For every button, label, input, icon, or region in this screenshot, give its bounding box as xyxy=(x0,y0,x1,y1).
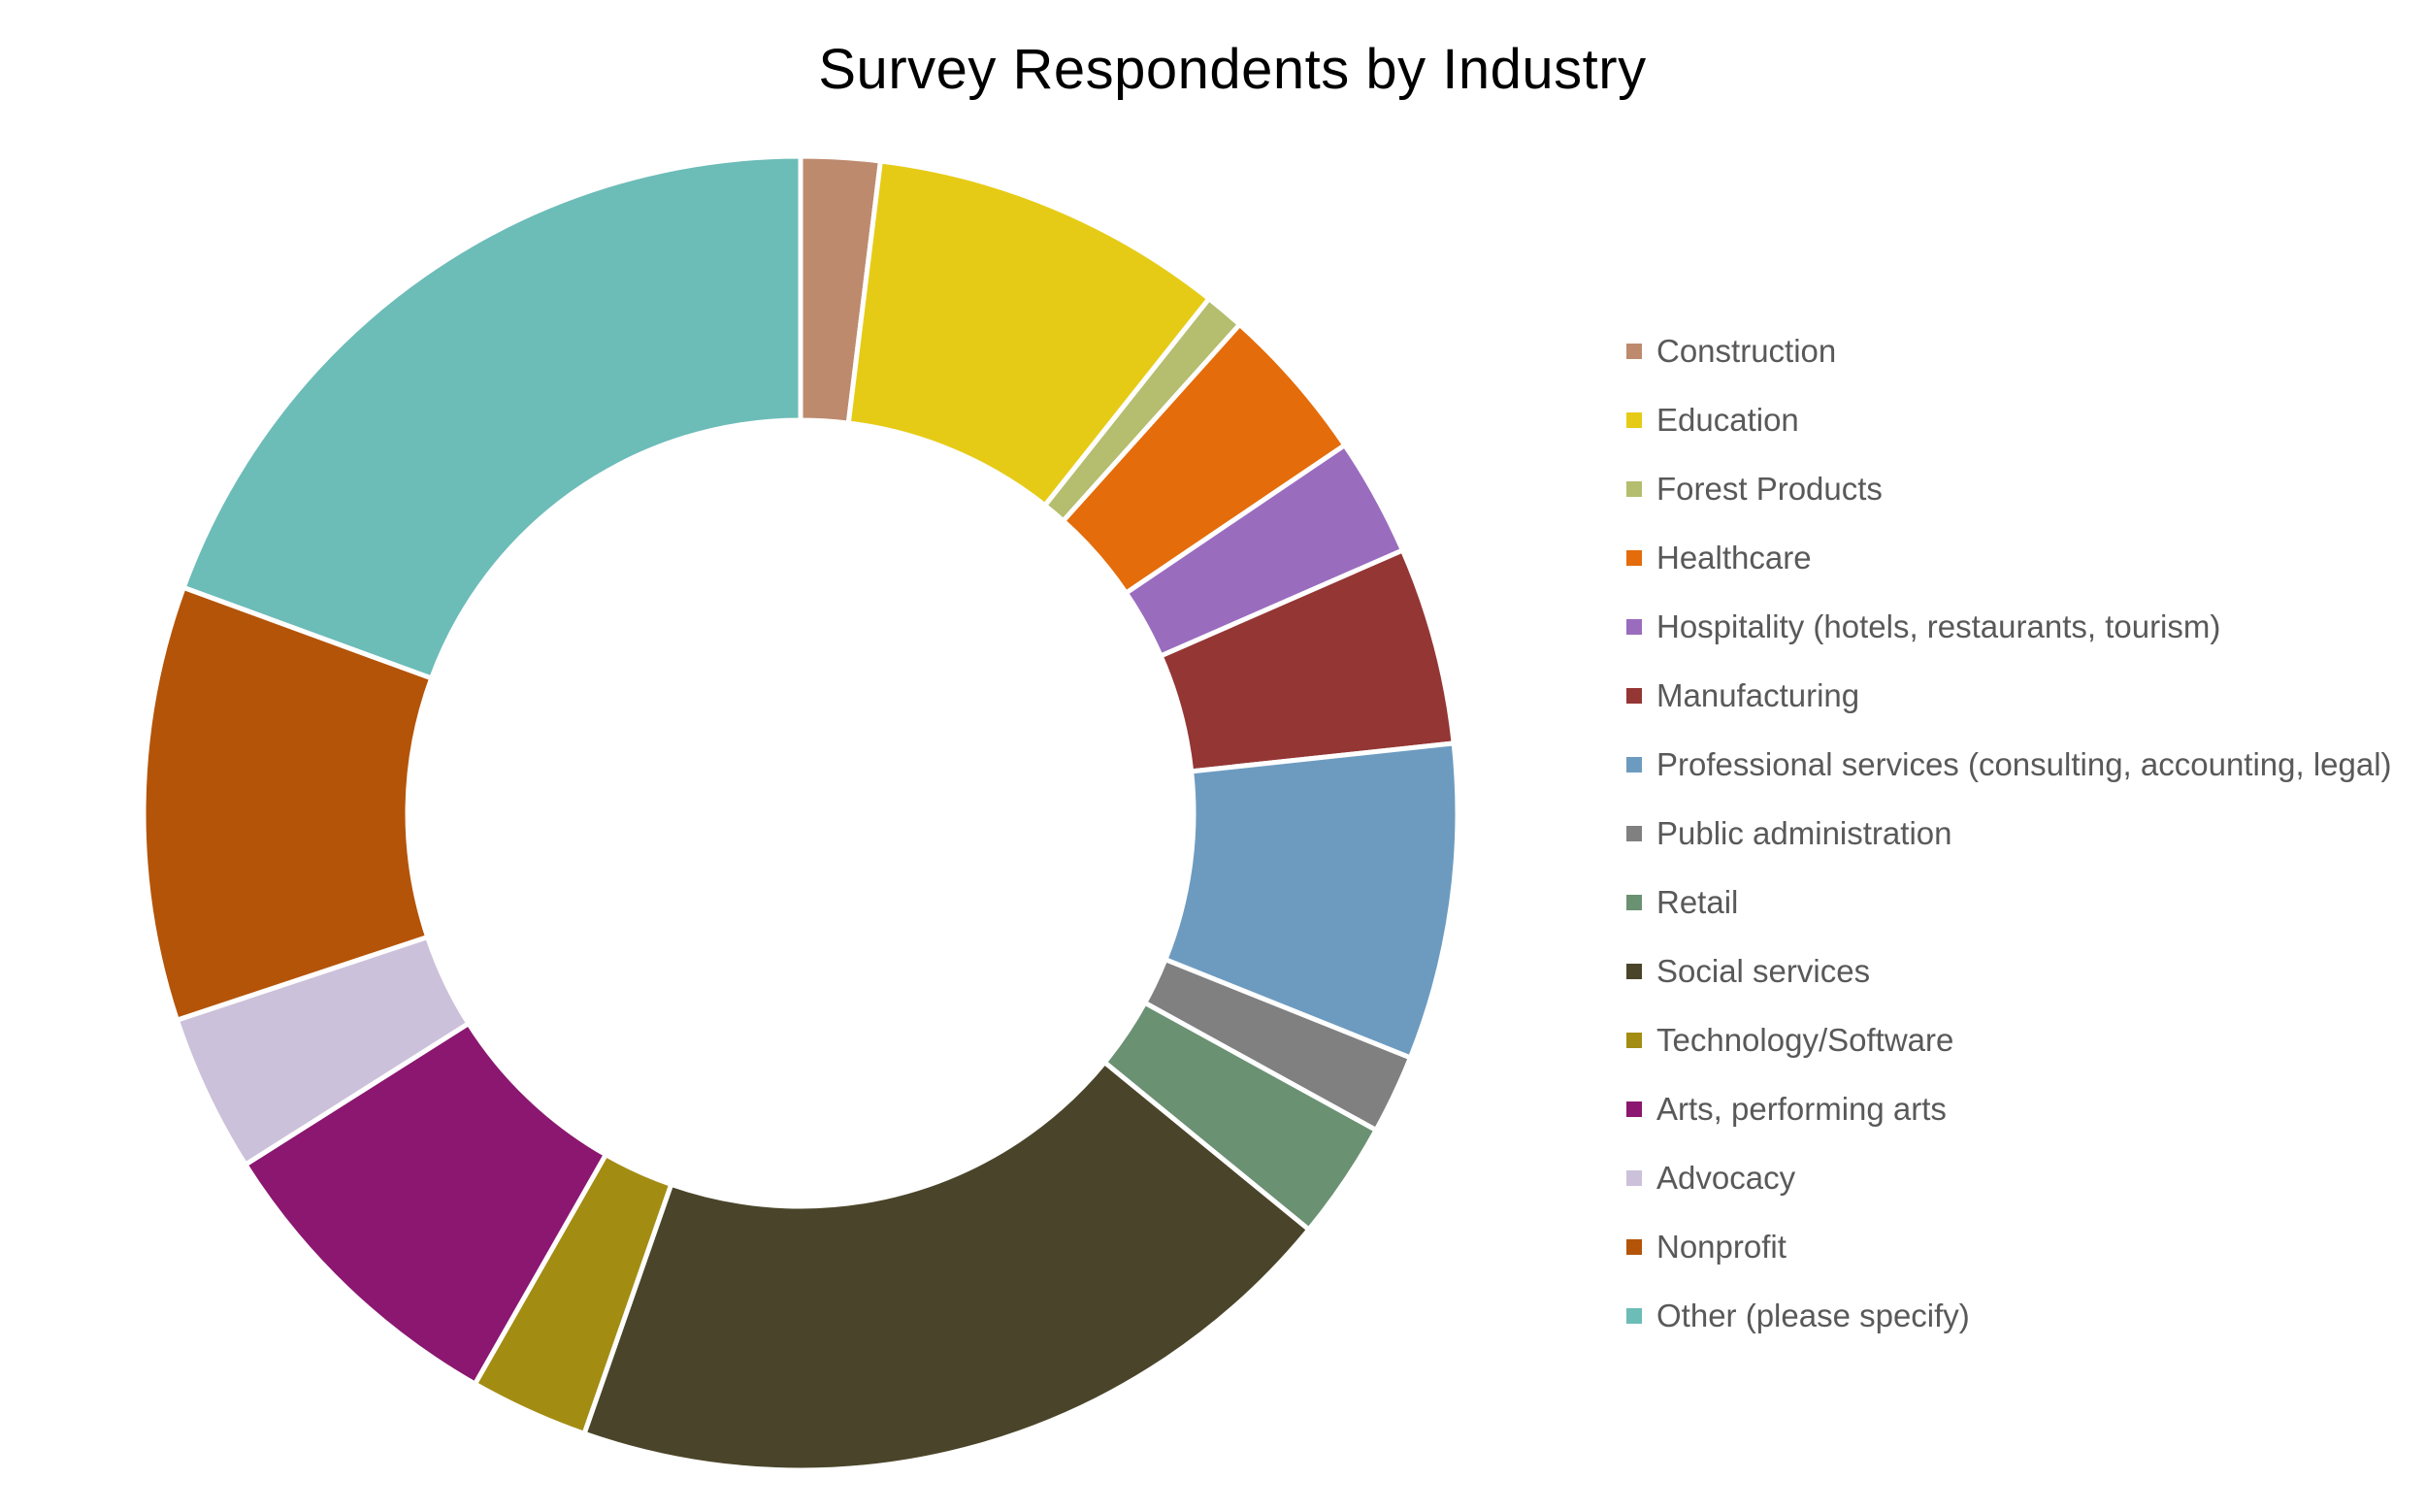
legend-swatch xyxy=(1626,963,1642,979)
legend-item: Education xyxy=(1626,385,2392,454)
legend-item: Healthcare xyxy=(1626,523,2392,592)
legend-label: Technology/Software xyxy=(1656,1021,1954,1058)
legend-item: Professional services (consulting, accou… xyxy=(1626,730,2392,799)
legend-label: Construction xyxy=(1656,332,1837,369)
legend-item: Retail xyxy=(1626,868,2392,937)
chart-legend: Construction Education Forest Products Heal… xyxy=(1626,316,2392,1350)
legend-swatch xyxy=(1626,549,1642,566)
legend-swatch xyxy=(1626,894,1642,910)
legend-item: Manufacturing xyxy=(1626,661,2392,730)
donut-slice-social-services xyxy=(580,1059,1313,1473)
legend-swatch xyxy=(1626,343,1642,359)
legend-item: Advocacy xyxy=(1626,1143,2392,1212)
legend-swatch xyxy=(1626,1169,1642,1186)
donut-chart xyxy=(143,153,1458,1473)
legend-item: Public administration xyxy=(1626,799,2392,868)
legend-label: Other (please specify) xyxy=(1656,1297,1970,1333)
legend-label: Arts, performing arts xyxy=(1656,1090,1947,1127)
legend-item: Hospitality (hotels, restaurants, touris… xyxy=(1626,592,2392,661)
legend-swatch xyxy=(1626,756,1642,772)
legend-label: Nonprofit xyxy=(1656,1228,1787,1265)
legend-item: Other (please specify) xyxy=(1626,1281,2392,1350)
legend-item: Technology/Software xyxy=(1626,1005,2392,1074)
legend-swatch xyxy=(1626,825,1642,841)
legend-label: Professional services (consulting, accou… xyxy=(1656,745,2392,782)
legend-swatch xyxy=(1626,480,1642,497)
legend-item: Social services xyxy=(1626,937,2392,1005)
legend-label: Healthcare xyxy=(1656,539,1812,575)
legend-item: Forest Products xyxy=(1626,454,2392,523)
chart-title: Survey Respondents by Industry xyxy=(818,38,1647,101)
legend-label: Education xyxy=(1656,401,1799,438)
legend-label: Advocacy xyxy=(1656,1159,1796,1196)
donut-slice-other-please-specify xyxy=(180,153,803,682)
legend-label: Manufacturing xyxy=(1656,676,1860,713)
legend-swatch xyxy=(1626,411,1642,428)
legend-label: Hospitality (hotels, restaurants, touris… xyxy=(1656,608,2221,644)
legend-item: Nonprofit xyxy=(1626,1212,2392,1281)
legend-swatch xyxy=(1626,1101,1642,1117)
legend-swatch xyxy=(1626,687,1642,704)
legend-item: Arts, performing arts xyxy=(1626,1074,2392,1143)
legend-swatch xyxy=(1626,1032,1642,1048)
legend-label: Social services xyxy=(1656,952,1871,989)
legend-label: Public administration xyxy=(1656,814,1952,851)
legend-swatch xyxy=(1626,1238,1642,1255)
legend-label: Retail xyxy=(1656,883,1739,920)
legend-swatch xyxy=(1626,618,1642,635)
legend-label: Forest Products xyxy=(1656,470,1883,507)
legend-swatch xyxy=(1626,1307,1642,1324)
legend-item: Construction xyxy=(1626,316,2392,385)
